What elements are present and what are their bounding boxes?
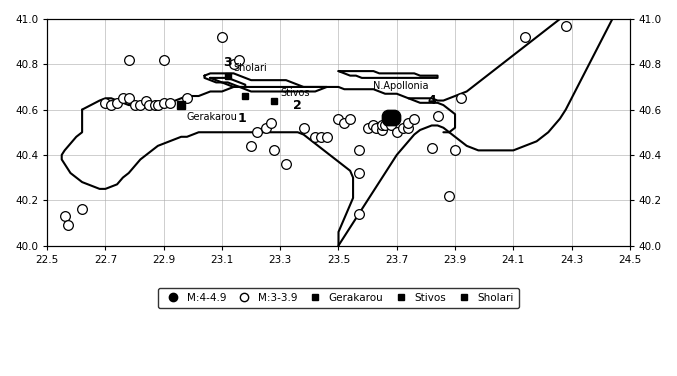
Text: 2: 2 — [293, 99, 302, 112]
Legend: M:4-4.9, M:3-3.9, Gerakarou, Stivos, Sholari: M:4-4.9, M:3-3.9, Gerakarou, Stivos, Sho… — [158, 288, 519, 308]
Text: 3: 3 — [223, 56, 232, 68]
Text: 4: 4 — [427, 94, 436, 107]
Text: 1: 1 — [238, 112, 246, 125]
Text: N.Apollonia: N.Apollonia — [374, 82, 429, 91]
Text: Gerakarou: Gerakarou — [187, 112, 238, 122]
Text: Stivos: Stivos — [280, 88, 310, 98]
Text: Sholari: Sholari — [234, 64, 267, 73]
